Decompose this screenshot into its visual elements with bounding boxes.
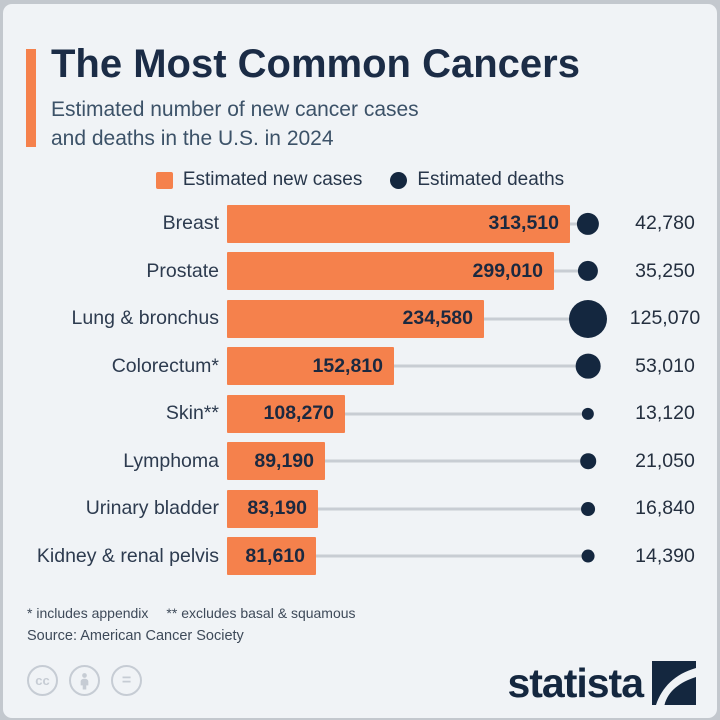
- subtitle-line-2: and deaths in the U.S. in 2024: [51, 127, 334, 150]
- new-cases-bar: 81,610: [227, 537, 316, 576]
- deaths-value: 53,010: [635, 354, 695, 377]
- statista-logo[interactable]: statista: [507, 661, 696, 705]
- chart-row: Skin** 108,270 13,120: [3, 390, 720, 438]
- bar-area: 152,810: [227, 343, 607, 391]
- new-cases-value: 234,580: [402, 307, 474, 330]
- page-subtitle: Estimated number of new cancer cases and…: [51, 95, 571, 153]
- new-cases-value: 313,510: [488, 212, 560, 235]
- new-cases-swatch-icon: [155, 171, 173, 189]
- legend-item-deaths: Estimated deaths: [390, 169, 564, 191]
- deaths-circle: [569, 299, 607, 338]
- deaths-circle: [581, 501, 595, 516]
- title-accent-bar: [26, 49, 36, 147]
- new-cases-value: 81,610: [245, 544, 305, 567]
- infographic-card: The Most Common Cancers Estimated number…: [3, 4, 717, 718]
- deaths-value: 16,840: [635, 497, 695, 520]
- new-cases-value: 108,270: [263, 402, 335, 425]
- new-cases-value: 89,190: [254, 449, 314, 472]
- deaths-circle: [581, 549, 595, 563]
- connector-line: [481, 317, 588, 321]
- page-title: The Most Common Cancers: [51, 42, 580, 86]
- legend-item-new-cases: Estimated new cases: [155, 169, 363, 191]
- chart-row: Kidney & renal pelvis 81,610 14,390: [3, 533, 720, 581]
- deaths-value: 13,120: [635, 402, 695, 425]
- category-label: Lymphoma: [123, 449, 219, 472]
- deaths-value: 14,390: [635, 544, 695, 567]
- bar-area: 234,580: [227, 295, 607, 343]
- deaths-value: 21,050: [635, 449, 695, 472]
- cc-icon[interactable]: cc: [27, 665, 58, 696]
- connector-line: [315, 507, 588, 511]
- legend-new-cases-label: Estimated new cases: [182, 169, 363, 190]
- new-cases-value: 152,810: [312, 354, 384, 377]
- chart-row: Lymphoma 89,190 21,050: [3, 438, 720, 486]
- bar-area: 81,610: [227, 533, 607, 581]
- attribution-person-icon[interactable]: [69, 665, 100, 696]
- source-line: Source: American Cancer Society: [27, 628, 244, 644]
- new-cases-bar: 152,810: [227, 347, 394, 386]
- bar-area: 313,510: [227, 200, 607, 248]
- chart-row: Breast 313,510 42,780: [3, 200, 720, 248]
- connector-line: [313, 554, 588, 558]
- footnote-1: * includes appendix: [27, 605, 149, 621]
- category-label: Kidney & renal pelvis: [36, 544, 219, 567]
- bar-chart: Breast 313,510 42,780 Prostate 299,010 35,250…: [3, 200, 720, 580]
- chart-row: Colorectum* 152,810 53,010: [3, 343, 720, 391]
- deaths-value: 35,250: [635, 259, 695, 282]
- footnote-2: ** excludes basal & squamous: [166, 605, 356, 621]
- deaths-value: 42,780: [635, 212, 695, 235]
- new-cases-bar: 108,270: [227, 394, 345, 433]
- new-cases-bar: 89,190: [227, 442, 325, 481]
- category-label: Breast: [162, 212, 219, 235]
- deaths-circle: [575, 353, 601, 379]
- deaths-circle: [580, 453, 596, 470]
- deaths-circle: [576, 212, 600, 235]
- category-label: Urinary bladder: [85, 497, 219, 520]
- deaths-circle: [577, 261, 599, 282]
- bar-area: 83,190: [227, 485, 607, 533]
- footnote: * includes appendix ** excludes basal & s…: [27, 605, 356, 621]
- license-badges: cc =: [27, 665, 142, 696]
- statista-logo-mark-icon: [652, 661, 696, 705]
- new-cases-value: 83,190: [247, 497, 307, 520]
- chart-row: Urinary bladder 83,190 16,840: [3, 485, 720, 533]
- bar-area: 108,270: [227, 390, 607, 438]
- connector-line: [322, 459, 588, 463]
- category-label: Lung & bronchus: [71, 307, 219, 330]
- new-cases-bar: 299,010: [227, 252, 554, 291]
- legend-deaths-label: Estimated deaths: [417, 169, 565, 190]
- deaths-value: 125,070: [629, 307, 701, 330]
- connector-line: [391, 364, 588, 368]
- connector-line: [551, 269, 588, 273]
- chart-row: Lung & bronchus 234,580 125,070: [3, 295, 720, 343]
- chart-row: Prostate 299,010 35,250: [3, 248, 720, 296]
- deaths-dot-icon: [390, 171, 408, 189]
- statista-logo-text: statista: [507, 660, 644, 706]
- new-cases-bar: 234,580: [227, 299, 484, 338]
- connector-line: [342, 412, 588, 416]
- equals-icon[interactable]: =: [111, 665, 142, 696]
- new-cases-bar: 83,190: [227, 489, 318, 528]
- new-cases-bar: 313,510: [227, 204, 570, 243]
- category-label: Skin**: [165, 402, 219, 425]
- bar-area: 89,190: [227, 438, 607, 486]
- new-cases-value: 299,010: [472, 259, 544, 282]
- chart-legend: Estimated new cases Estimated deaths: [3, 167, 717, 193]
- subtitle-line-1: Estimated number of new cancer cases: [51, 98, 419, 121]
- category-label: Prostate: [146, 259, 219, 282]
- deaths-circle: [581, 407, 595, 420]
- bar-area: 299,010: [227, 248, 607, 296]
- category-label: Colorectum*: [111, 354, 219, 377]
